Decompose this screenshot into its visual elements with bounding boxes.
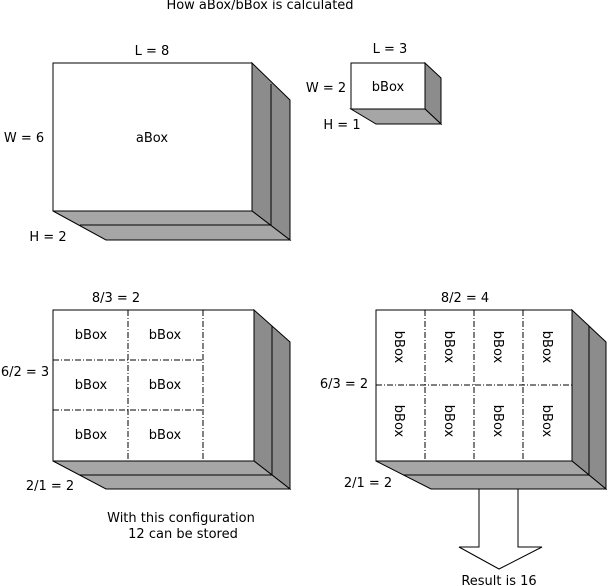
config-a-cell-1: bBox [75, 328, 108, 343]
config-a-box [52, 308, 292, 491]
bbox-box [349, 61, 443, 126]
diagram-title: How aBox/bBox is calculated [166, 0, 353, 13]
config-b-box [375, 308, 608, 491]
config-b-cell-6: bBox [441, 405, 456, 438]
config-b-cell-2: bBox [441, 331, 456, 364]
config-a-cell-6: bBox [149, 428, 182, 443]
config-b-height-calc: 2/1 = 2 [344, 476, 392, 491]
config-a-cell-2: bBox [149, 328, 182, 343]
bbox-width-label: W = 2 [306, 81, 346, 96]
config-b-result: Result is 16 [461, 574, 536, 586]
config-a-width-calc: 6/2 = 3 [1, 365, 49, 380]
bbox-length-label: L = 3 [373, 42, 408, 57]
bbox-height-label: H = 1 [323, 118, 360, 133]
config-a-height-calc: 2/1 = 2 [26, 479, 74, 494]
config-b-cell-8: bBox [539, 405, 554, 438]
config-a-cell-3: bBox [75, 378, 108, 393]
abox-width-label: W = 6 [4, 131, 44, 146]
abox-front-face [52, 62, 253, 212]
config-a-cell-5: bBox [75, 428, 108, 443]
config-b-length-calc: 8/2 = 4 [441, 291, 489, 306]
config-b-cell-3: bBox [490, 331, 505, 364]
config-a-cell-4: bBox [149, 378, 182, 393]
abox-height-label: H = 2 [29, 230, 66, 245]
bbox-front-face [350, 62, 426, 110]
config-a-front-face [52, 309, 255, 462]
config-b-cell-5: bBox [391, 405, 406, 438]
bbox-bottom-face [349, 108, 443, 125]
config-b-cell-1: bBox [391, 331, 406, 364]
config-a-length-calc: 8/3 = 2 [92, 291, 140, 306]
config-a-caption-line1: With this configuration [107, 511, 255, 526]
abox-label: aBox [136, 131, 168, 146]
result-arrow [458, 488, 543, 570]
abox-length-label: L = 8 [135, 44, 170, 59]
config-b-cell-4: bBox [539, 331, 554, 364]
abox-box [52, 61, 292, 242]
config-a-caption-line2: 12 can be stored [128, 527, 238, 542]
config-b-cell-7: bBox [490, 405, 505, 438]
bbox-label: bBox [372, 80, 405, 95]
config-b-width-calc: 6/3 = 2 [320, 377, 368, 392]
